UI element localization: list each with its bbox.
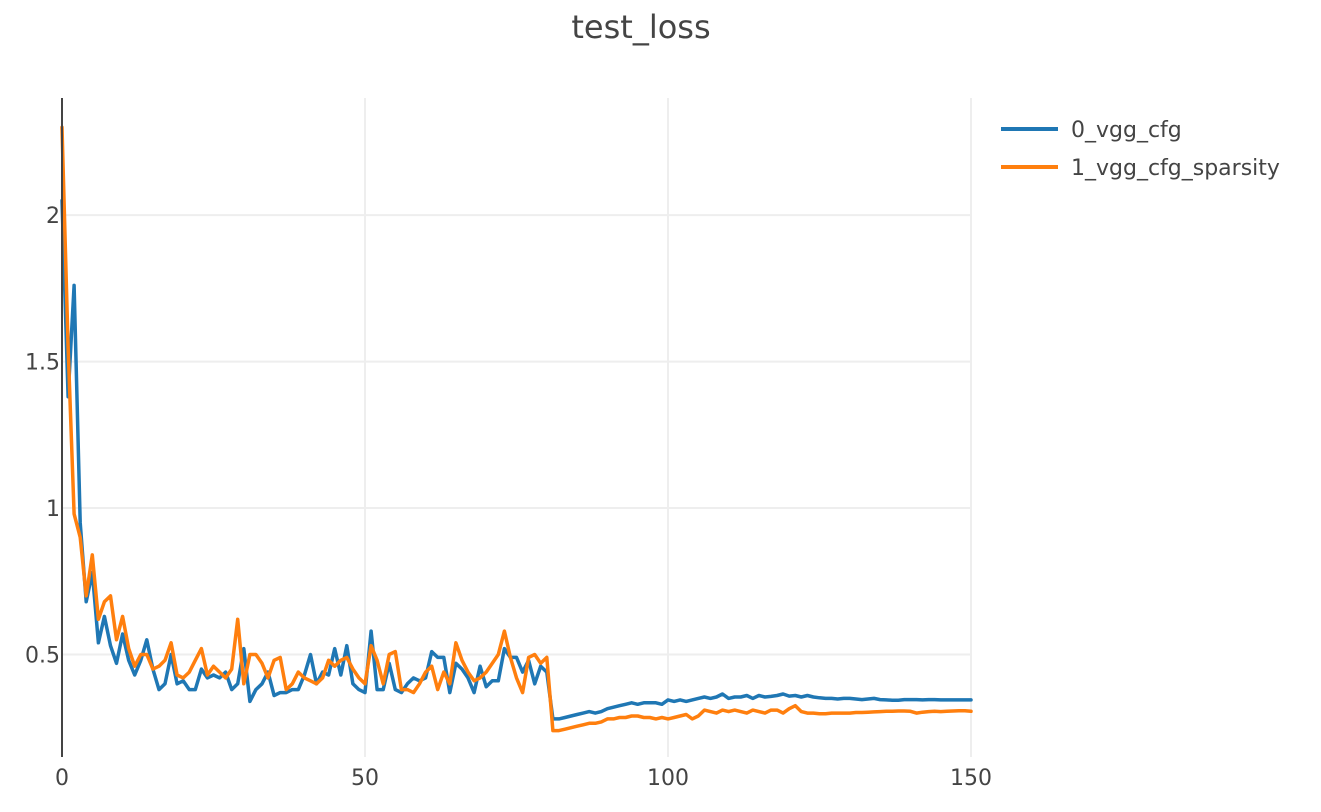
y-tick-label: 2 (46, 204, 60, 229)
y-tick-label: 1.5 (25, 351, 60, 376)
axis-ticks: 0 50 100 150 0.5 1 1.5 2 (25, 204, 992, 791)
chart-title: test_loss (571, 8, 710, 46)
legend-item[interactable]: 1_vgg_cfg_sparsity (1001, 156, 1280, 181)
series-line-1 (60, 125, 973, 733)
x-tick-label: 50 (351, 766, 379, 791)
legend-label: 0_vgg_cfg (1071, 118, 1182, 143)
y-tick-label: 0.5 (25, 643, 60, 668)
x-tick-label: 150 (950, 766, 992, 791)
legend-item[interactable]: 0_vgg_cfg (1001, 118, 1182, 143)
x-tick-label: 100 (647, 766, 689, 791)
legend-label: 1_vgg_cfg_sparsity (1071, 156, 1280, 181)
plot-area (60, 125, 973, 733)
y-tick-label: 1 (46, 497, 60, 522)
x-tick-label: 0 (55, 766, 69, 791)
legend[interactable]: 0_vgg_cfg 1_vgg_cfg_sparsity (1001, 118, 1280, 181)
grid (62, 98, 972, 757)
series-line-0 (60, 198, 973, 721)
